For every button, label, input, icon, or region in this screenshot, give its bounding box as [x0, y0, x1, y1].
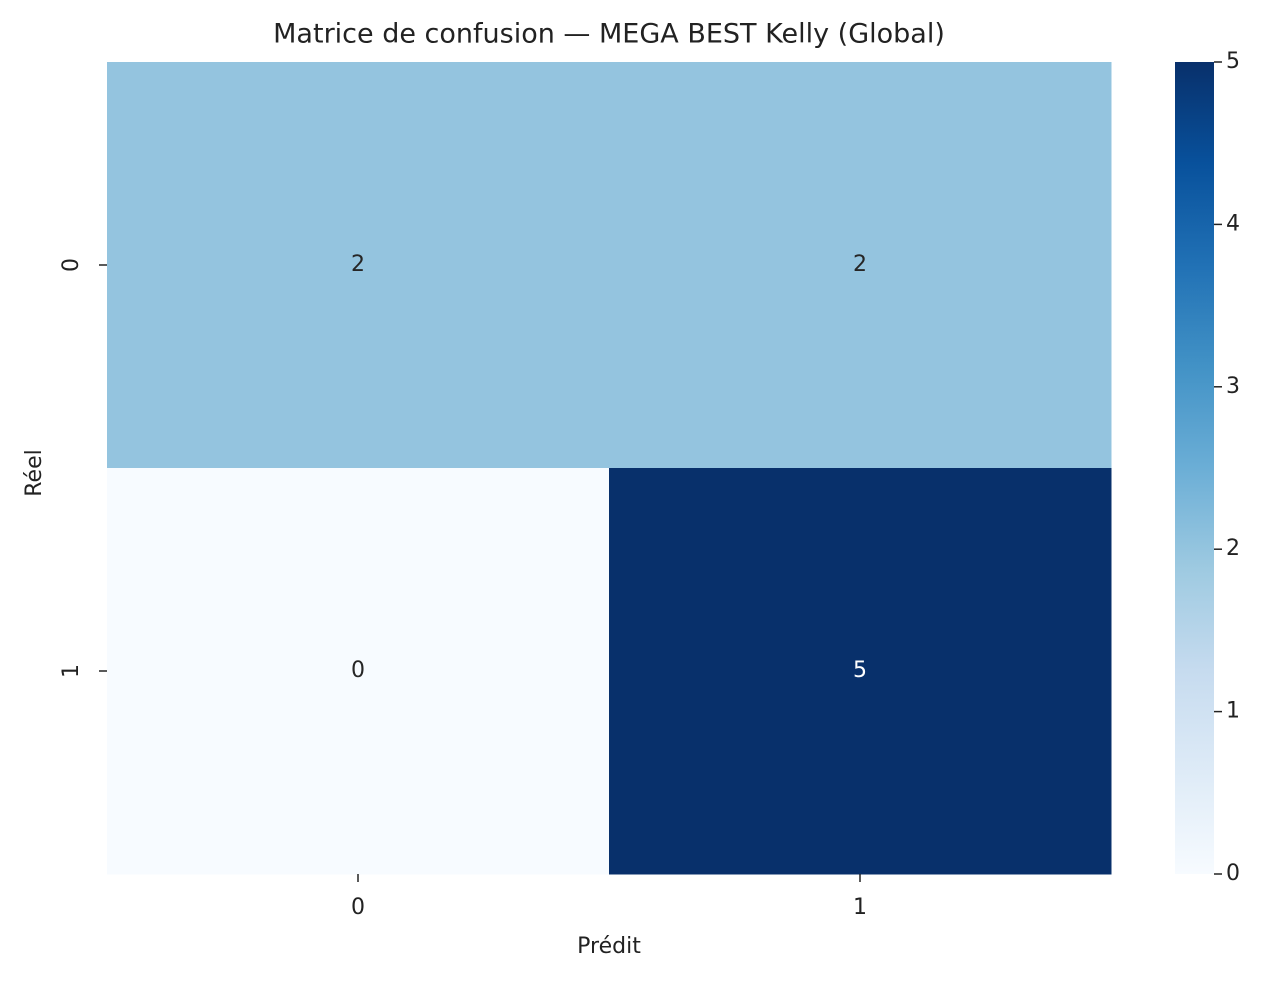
heatmap-cell	[107, 62, 610, 469]
colorbar	[1175, 62, 1214, 874]
cell-label: 2	[853, 252, 867, 277]
x-tick-label: 0	[351, 895, 365, 920]
colorbar-tick-label: 0	[1226, 861, 1240, 886]
y-tick-label: 0	[59, 258, 84, 272]
colorbar-tick-label: 3	[1226, 374, 1240, 399]
y-axis-label: Réel	[22, 449, 47, 496]
colorbar-tick-label: 1	[1226, 699, 1240, 724]
chart-title: Matrice de confusion — MEGA BEST Kelly (…	[273, 19, 945, 50]
heatmap-cell	[609, 468, 1112, 875]
colorbar-tick-label: 2	[1226, 536, 1240, 561]
x-axis-label: Prédit	[577, 934, 641, 959]
cell-label: 2	[351, 252, 365, 277]
colorbar-tick-label: 4	[1226, 211, 1240, 236]
x-tick-label: 1	[853, 895, 867, 920]
heatmap-cell	[609, 62, 1112, 469]
colorbar-tick-label: 5	[1226, 49, 1240, 74]
cell-label: 5	[853, 658, 867, 683]
cell-label: 0	[351, 658, 365, 683]
y-tick-label: 1	[59, 664, 84, 678]
heatmap-cell	[107, 468, 610, 875]
